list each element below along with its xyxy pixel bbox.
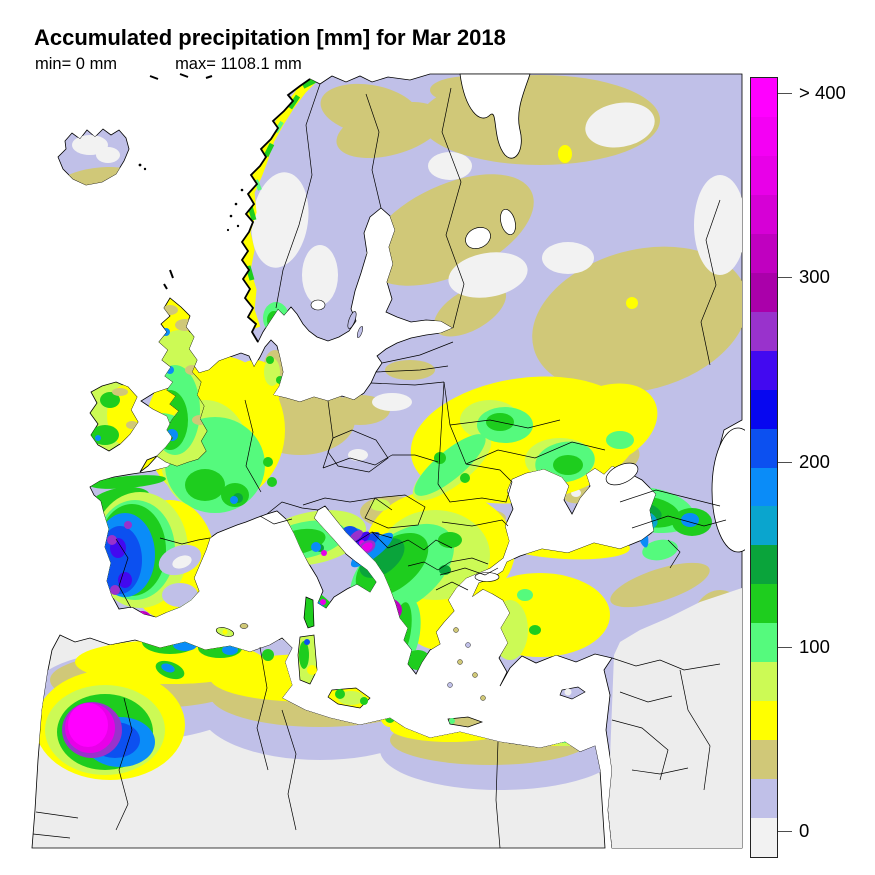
menorca [239, 623, 249, 629]
colorbar-segment [751, 545, 777, 585]
colorbar-tick-label: 0 [799, 820, 810, 842]
colorbar-tick-label: > 400 [799, 82, 846, 103]
colorbar-tick-label: 100 [799, 635, 830, 657]
shetland [169, 269, 174, 279]
colorbar-segment [751, 740, 777, 780]
sea-of-azov [605, 462, 639, 486]
min-max-subtitle: min= 0 mm max= 1108.1 mm [35, 55, 302, 74]
max-value-label: max= 1108.1 mm [175, 55, 302, 73]
colorbar-segment [751, 194, 777, 235]
colorbar-segment [751, 428, 777, 468]
colorbar-segment [751, 506, 777, 546]
colorbar-segment [751, 116, 777, 157]
colorbar-segment [751, 78, 777, 118]
page-title: Accumulated precipitation [mm] for Mar 2… [34, 25, 506, 50]
corsica [303, 596, 315, 629]
lake-onega [500, 208, 516, 236]
crete [447, 716, 484, 728]
colorbar-segment [751, 233, 777, 274]
map-svg [20, 70, 765, 860]
precipitation-map [20, 70, 765, 860]
colorbar-segment [751, 779, 777, 819]
norway-coast-and-skerries [138, 73, 311, 343]
colorbar-tick [778, 831, 792, 833]
colorbar-tick [778, 277, 792, 278]
colorbar-segment [751, 311, 777, 352]
colorbar-segment [751, 818, 777, 858]
colorbar-tick [778, 646, 792, 648]
country-borders [32, 83, 727, 849]
colorbar-segment [751, 662, 777, 702]
orkney [163, 283, 168, 290]
colorbar-segment [751, 701, 777, 741]
svalbard-speck [149, 75, 159, 80]
colorbar-tick-label: 200 [799, 451, 830, 473]
mediterranean-islands [215, 311, 586, 728]
colorbar [750, 77, 778, 858]
lake-ladoga [465, 227, 491, 249]
lake-vanern [310, 299, 326, 311]
gotland [347, 311, 357, 329]
colorbar-tick [778, 93, 792, 94]
oland [356, 326, 364, 338]
colorbar-tick-label: 300 [799, 266, 830, 287]
min-value-label: min= 0 mm [35, 55, 118, 73]
colorbar-segment [751, 584, 777, 624]
white-sea [459, 73, 531, 159]
colorbar-tick [778, 462, 792, 464]
colorbar-segment [751, 155, 777, 196]
sea-of-marmara [474, 572, 500, 582]
faroe-islands [138, 163, 142, 167]
colorbar-segment [751, 467, 777, 507]
colorbar-legend: > 400 300 200 100 0 [750, 77, 860, 858]
colorbar-segment [751, 623, 777, 663]
colorbar-segment [751, 350, 777, 391]
colorbar-segment [751, 272, 777, 313]
colorbar-segment [751, 389, 777, 430]
